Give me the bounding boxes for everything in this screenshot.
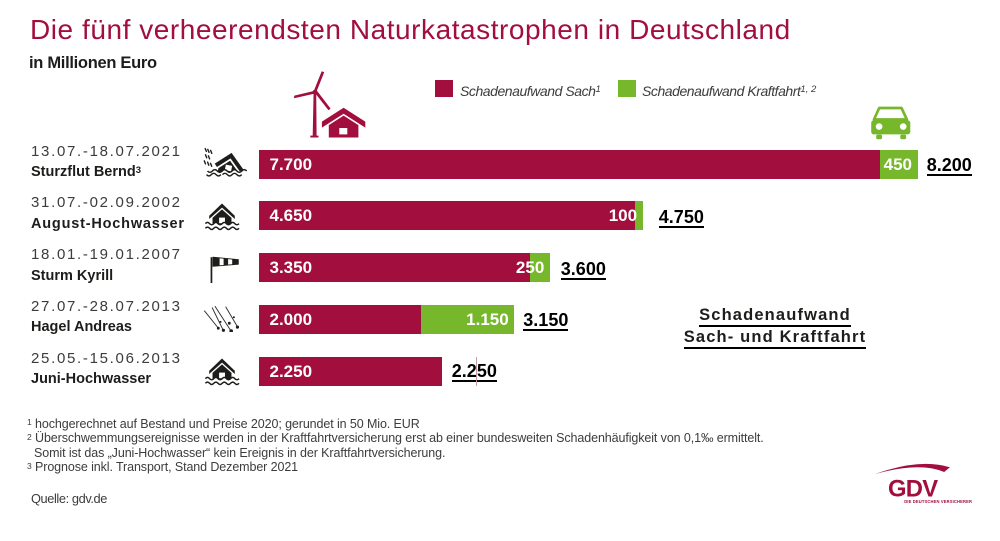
svg-text:DIE DEUTSCHEN VERSICHERER: DIE DEUTSCHEN VERSICHERER	[904, 499, 972, 504]
svg-text:GDV: GDV	[888, 476, 938, 503]
